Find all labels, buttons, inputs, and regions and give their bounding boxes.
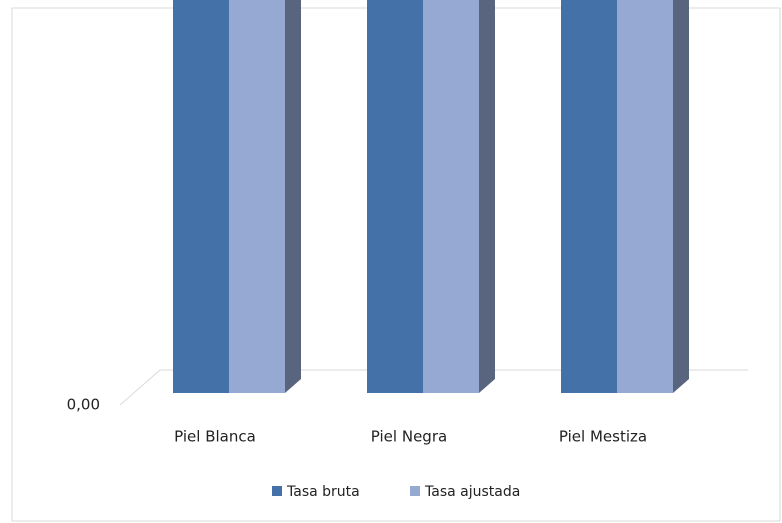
bar-front	[423, 0, 479, 393]
bar	[423, 0, 495, 393]
x-tick-label: Piel Mestiza	[559, 428, 647, 446]
y-tick-label: 0,00	[67, 396, 100, 414]
legend-label: Tasa ajustada	[424, 484, 520, 500]
x-tick-label: Piel Blanca	[174, 428, 256, 446]
legend-label: Tasa bruta	[286, 484, 360, 500]
x-tick-label: Piel Negra	[371, 428, 447, 446]
bar-side	[479, 0, 495, 393]
legend-swatch	[272, 486, 282, 496]
bar	[617, 0, 689, 393]
bar-side	[673, 0, 689, 393]
legend-swatch	[410, 486, 420, 496]
bar-front	[367, 0, 423, 393]
bar	[229, 0, 301, 393]
bar-side	[285, 0, 301, 393]
bar-front	[173, 0, 229, 393]
bar-front	[229, 0, 285, 393]
bar-front	[617, 0, 673, 393]
bar-front	[561, 0, 617, 393]
grid-line	[119, 369, 161, 406]
